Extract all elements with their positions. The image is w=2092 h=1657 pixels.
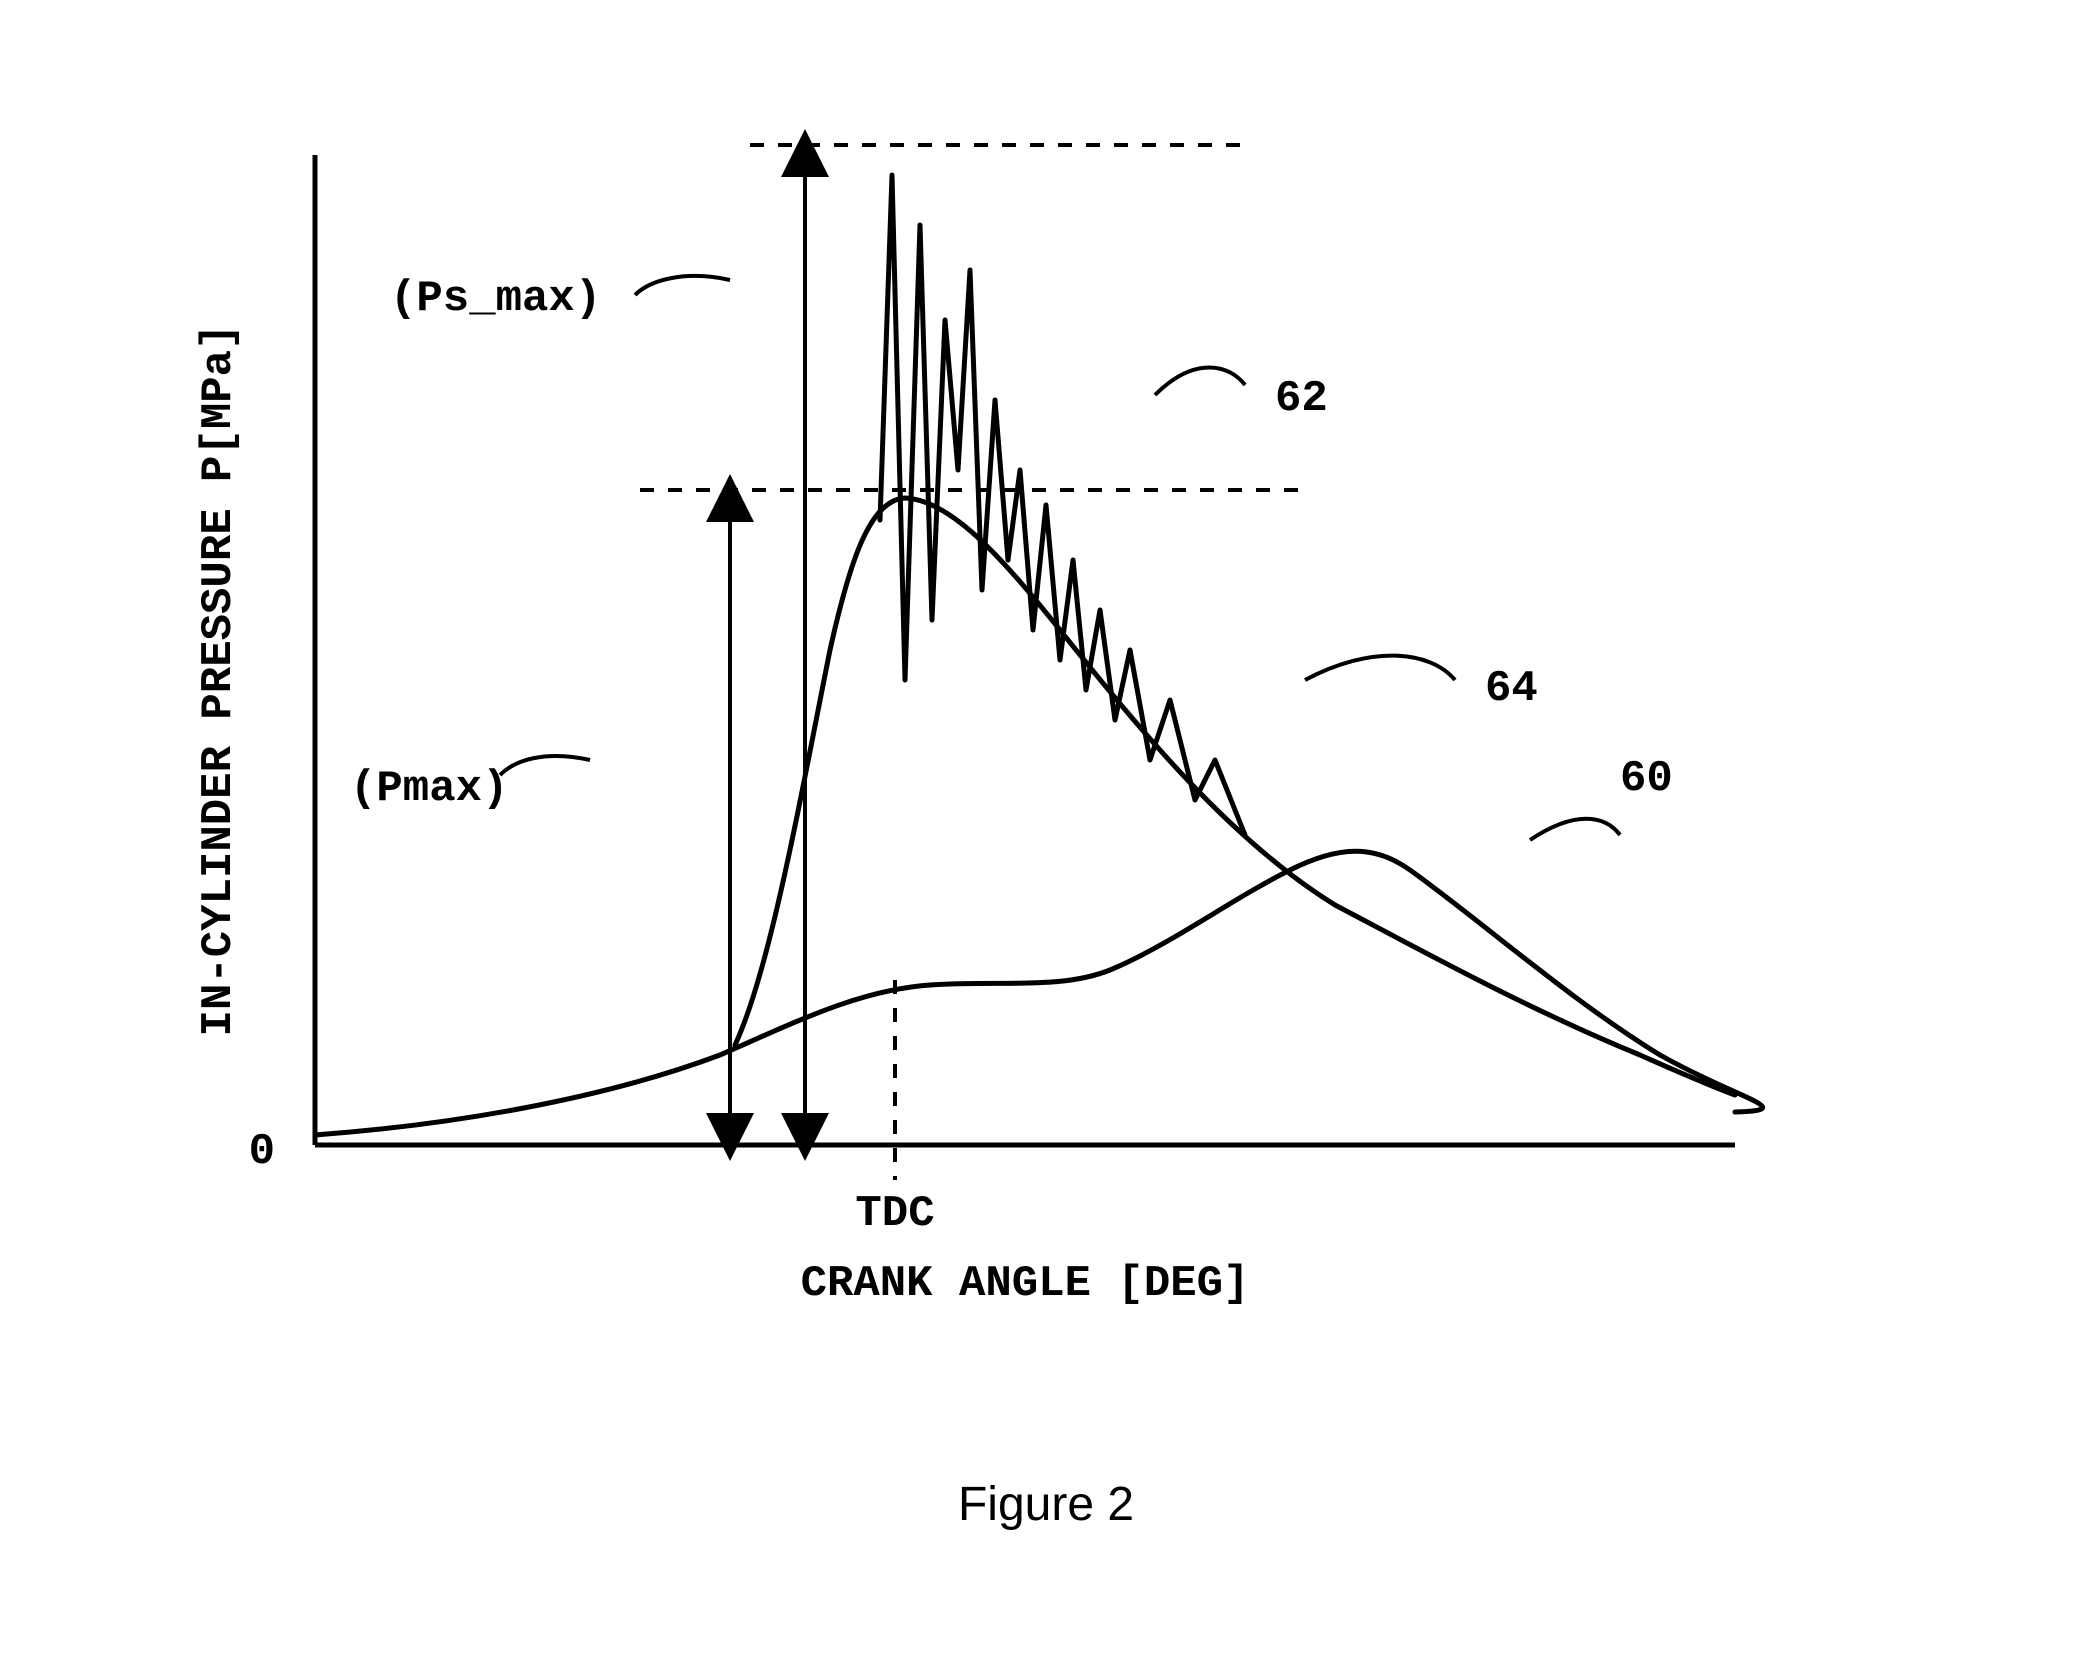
- y-axis-label: IN-CYLINDER PRESSURE P[MPa]: [194, 324, 244, 1037]
- zero-label: 0: [249, 1127, 275, 1177]
- leader-62: [1155, 368, 1245, 396]
- curve-60: [315, 851, 1763, 1135]
- leader-pmax: [500, 756, 590, 775]
- leader-lines: [500, 276, 1620, 840]
- measurement-arrows: [730, 153, 805, 1137]
- tdc-label: TDC: [855, 1189, 934, 1239]
- figure-caption: Figure 2: [958, 1478, 1134, 1531]
- reference-lines: [640, 145, 1310, 1180]
- x-axis-label: CRANK ANGLE [DEG]: [801, 1259, 1250, 1309]
- figure-container: 0 TDC CRANK ANGLE [DEG] IN-CYLINDER PRES…: [0, 0, 2092, 1657]
- curve-62: [880, 175, 1245, 835]
- leader-psmax: [635, 276, 730, 295]
- ref-64-label: 64: [1485, 664, 1538, 714]
- ref-60-label: 60: [1620, 754, 1673, 804]
- pressure-chart: 0 TDC CRANK ANGLE [DEG] IN-CYLINDER PRES…: [0, 0, 2092, 1657]
- ref-62-label: 62: [1275, 374, 1328, 424]
- leader-64: [1305, 656, 1455, 680]
- ps-max-label: (Ps_max): [390, 274, 601, 324]
- pmax-label: (Pmax): [350, 764, 508, 814]
- leader-60: [1530, 819, 1620, 840]
